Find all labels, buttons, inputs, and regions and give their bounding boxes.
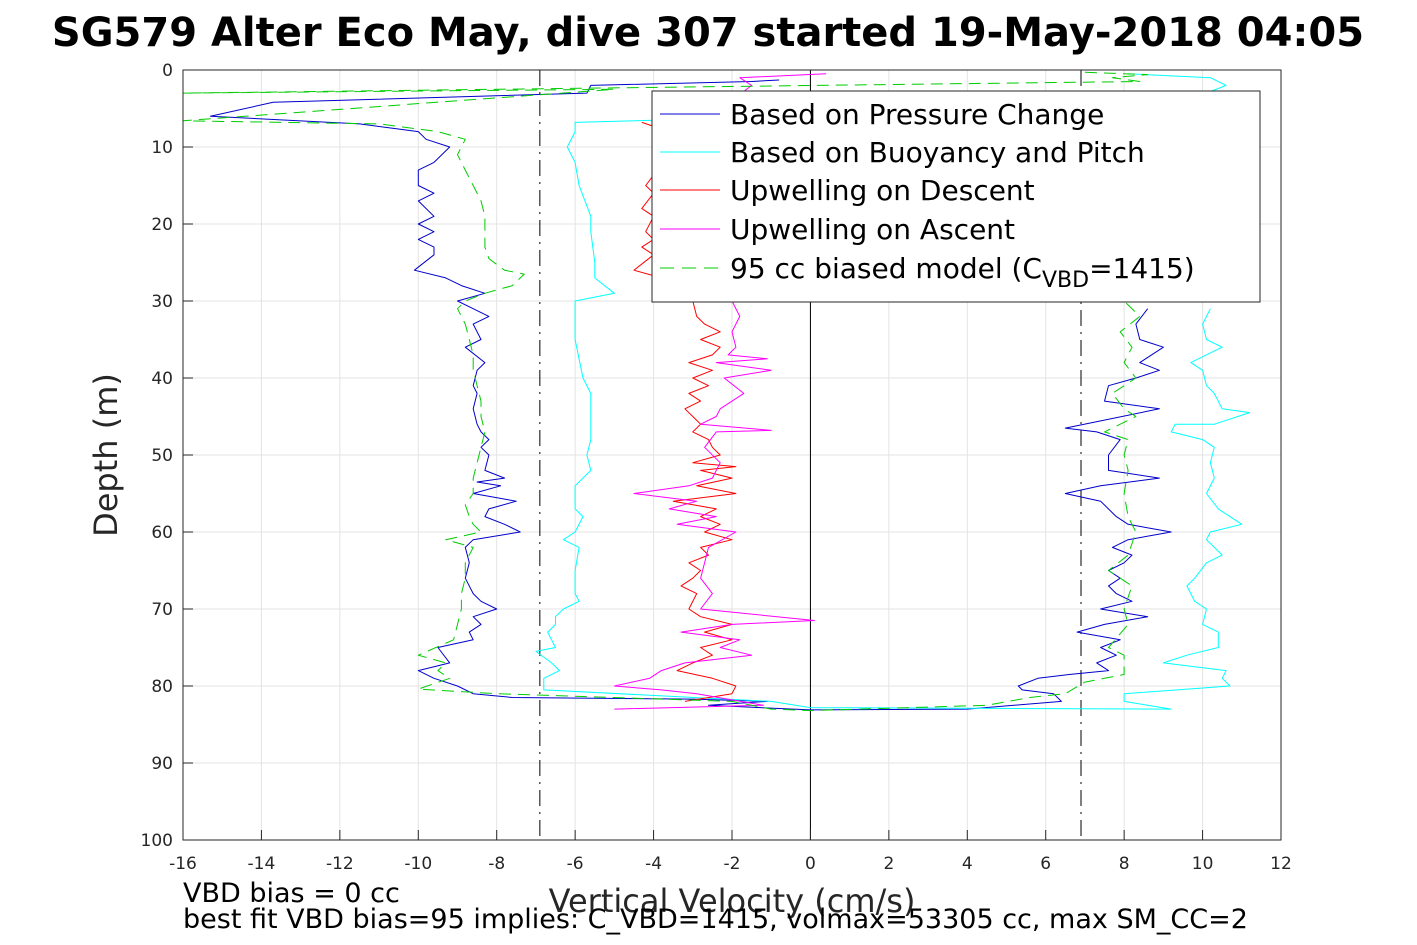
y-tick-label: 70 xyxy=(151,600,173,620)
legend-label-ascent: Upwelling on Ascent xyxy=(730,213,1015,246)
x-axis-label: Vertical Velocity (cm/s) xyxy=(549,882,916,920)
y-tick-label: 60 xyxy=(151,523,173,543)
x-tick-label: -14 xyxy=(248,854,276,874)
y-ticks: 0 10 20 30 40 50 60 70 80 90 100 xyxy=(141,61,193,851)
x-tick-label: -16 xyxy=(169,854,197,874)
x-tick-label: -10 xyxy=(404,854,432,874)
series-line-4 xyxy=(182,71,1149,712)
x-tick-label: 0 xyxy=(805,854,816,874)
series-group xyxy=(182,71,1251,712)
series-line-3 xyxy=(613,73,827,710)
x-tick-label: -2 xyxy=(724,854,741,874)
x-tick-label: -4 xyxy=(645,854,662,874)
y-tick-label: 90 xyxy=(151,754,173,774)
y-tick-label: 30 xyxy=(151,292,173,312)
legend-label-model-main: 95 cc biased model (C xyxy=(730,252,1042,285)
legend-label-model-sub: VBD xyxy=(1042,268,1089,293)
x-ticks: -16 -14 -12 -10 -8 -6 -4 -2 0 2 4 6 8 10 12 xyxy=(169,830,1292,874)
x-tick-label: 4 xyxy=(962,854,973,874)
series-line-0 xyxy=(209,79,1172,711)
y-tick-label: 80 xyxy=(151,677,173,697)
x-tick-label: -8 xyxy=(488,854,505,874)
legend-label-buoyancy: Based on Buoyancy and Pitch xyxy=(730,136,1145,169)
legend-label-model-tail: =1415) xyxy=(1089,252,1195,285)
vbd-bias-note: VBD bias = 0 cc xyxy=(183,878,400,909)
y-tick-label: 0 xyxy=(162,61,173,81)
legend-box xyxy=(651,90,1261,303)
y-axis-label: Depth (m) xyxy=(87,373,125,537)
y-tick-label: 50 xyxy=(151,446,173,466)
y-tick-label: 20 xyxy=(151,215,173,235)
x-tick-label: -12 xyxy=(326,854,354,874)
x-tick-label: -6 xyxy=(567,854,584,874)
chart-title: SG579 Alter Eco May, dive 307 started 19… xyxy=(52,10,1364,56)
x-tick-label: 2 xyxy=(883,854,894,874)
legend-label-model: 95 cc biased model (CVBD=1415) xyxy=(730,252,1195,293)
legend-label-pressure: Based on Pressure Change xyxy=(730,98,1104,131)
y-tick-label: 100 xyxy=(141,831,173,851)
best-fit-note: best fit VBD bias=95 implies: C_VBD=1415… xyxy=(183,904,1248,935)
x-tick-label: 10 xyxy=(1192,854,1214,874)
series-line-2 xyxy=(633,121,737,702)
x-tick-label: 8 xyxy=(1119,854,1130,874)
legend: Based on Pressure Change Based on Buoyan… xyxy=(651,90,1261,303)
y-tick-label: 10 xyxy=(151,138,173,158)
x-tick-label: 12 xyxy=(1270,854,1292,874)
series-line-1 xyxy=(535,73,1251,710)
y-tick-label: 40 xyxy=(151,369,173,389)
x-tick-label: 6 xyxy=(1040,854,1051,874)
legend-label-descent: Upwelling on Descent xyxy=(730,174,1035,207)
